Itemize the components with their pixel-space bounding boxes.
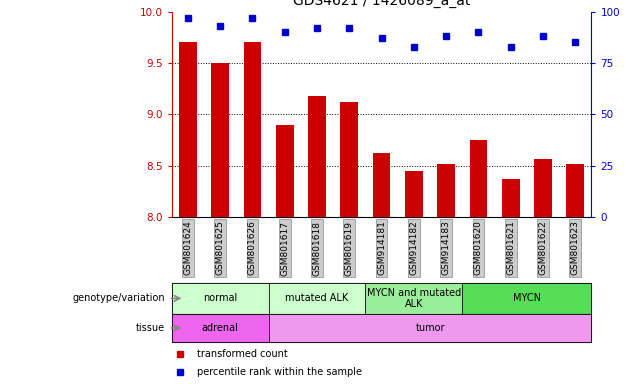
Bar bbox=[405, 171, 423, 217]
Text: MYCN: MYCN bbox=[513, 293, 541, 303]
Bar bbox=[172, 283, 268, 314]
Bar bbox=[366, 283, 462, 314]
Bar bbox=[179, 42, 197, 217]
Text: GSM801618: GSM801618 bbox=[312, 220, 322, 276]
Text: GSM914181: GSM914181 bbox=[377, 220, 386, 275]
Text: tissue: tissue bbox=[136, 323, 165, 333]
Text: GSM801621: GSM801621 bbox=[506, 220, 515, 275]
Text: GSM801622: GSM801622 bbox=[539, 220, 548, 275]
Bar bbox=[268, 283, 366, 314]
Bar bbox=[373, 152, 391, 217]
Title: GDS4621 / 1426089_a_at: GDS4621 / 1426089_a_at bbox=[293, 0, 470, 8]
Text: GSM801623: GSM801623 bbox=[571, 220, 580, 275]
Text: GSM914183: GSM914183 bbox=[441, 220, 451, 275]
Text: mutated ALK: mutated ALK bbox=[286, 293, 349, 303]
Bar bbox=[438, 164, 455, 217]
Text: GSM801626: GSM801626 bbox=[248, 220, 257, 275]
Text: normal: normal bbox=[203, 293, 237, 303]
Text: GSM914182: GSM914182 bbox=[410, 220, 418, 275]
Bar bbox=[308, 96, 326, 217]
Bar bbox=[211, 63, 229, 217]
Bar bbox=[502, 179, 520, 217]
Bar bbox=[469, 140, 487, 217]
Text: percentile rank within the sample: percentile rank within the sample bbox=[197, 366, 362, 377]
Bar bbox=[268, 314, 591, 342]
Bar bbox=[462, 283, 591, 314]
Text: tumor: tumor bbox=[415, 323, 445, 333]
Text: genotype/variation: genotype/variation bbox=[73, 293, 165, 303]
Bar bbox=[340, 102, 358, 217]
Text: GSM801617: GSM801617 bbox=[280, 220, 289, 276]
Text: GSM801620: GSM801620 bbox=[474, 220, 483, 275]
Text: transformed count: transformed count bbox=[197, 349, 287, 359]
Text: adrenal: adrenal bbox=[202, 323, 238, 333]
Bar bbox=[567, 164, 584, 217]
Text: GSM801619: GSM801619 bbox=[345, 220, 354, 276]
Text: GSM801624: GSM801624 bbox=[183, 220, 192, 275]
Bar bbox=[276, 125, 294, 217]
Bar bbox=[244, 42, 261, 217]
Bar bbox=[534, 159, 552, 217]
Text: MYCN and mutated
ALK: MYCN and mutated ALK bbox=[367, 288, 461, 309]
Bar bbox=[172, 314, 268, 342]
Text: GSM801625: GSM801625 bbox=[216, 220, 225, 275]
